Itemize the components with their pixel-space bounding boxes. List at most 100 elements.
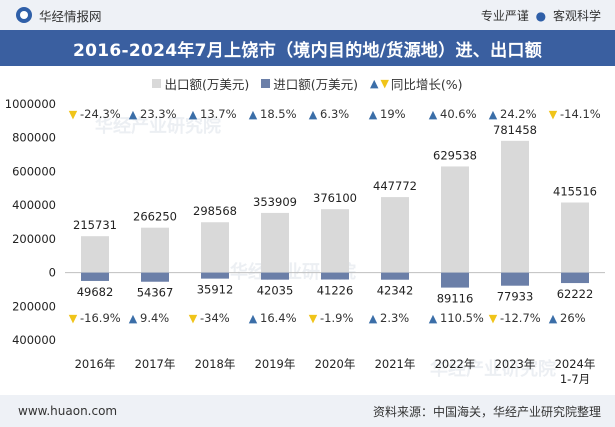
growth-down-triangle: ▼ [309, 312, 318, 325]
export-bar [501, 140, 529, 273]
x-category-label: 2020年 [315, 357, 356, 371]
import-value-label: 54367 [137, 286, 174, 300]
import-value-label: 89116 [437, 292, 474, 306]
legend-import: 进口额(万美元) [261, 74, 358, 93]
export-growth-label: 23.3% [140, 107, 177, 121]
growth-down-triangle: ▼ [489, 312, 498, 325]
export-growth-label: -24.3% [80, 107, 121, 121]
import-value-label: 35912 [197, 283, 234, 297]
growth-up-triangle: ▲ [249, 312, 258, 325]
x-category-label: 2016年 [75, 357, 116, 371]
export-growth-label: 40.6% [440, 107, 477, 121]
import-bar [201, 272, 229, 279]
footer-source: 资料来源：中国海关，华经产业研究院整理 [372, 404, 601, 419]
y-tick-label: 600000 [12, 164, 56, 178]
growth-up-triangle: ▲ [429, 312, 438, 325]
export-value-label: 298568 [193, 204, 237, 218]
import-growth-label: 9.4% [140, 311, 169, 325]
import-value-label: 62222 [557, 287, 594, 301]
import-value-label: 49682 [77, 285, 114, 299]
export-bar [321, 209, 349, 273]
export-growth-label: 18.5% [260, 107, 297, 121]
import-bar [441, 272, 469, 288]
chart-title: 2016-2024年7月上饶市（境内目的地/货源地）进、出口额 [72, 40, 543, 61]
legend-growth: ▲ ▼ 同比增长(%) [370, 74, 463, 93]
export-bar [141, 227, 169, 273]
export-value-label: 781458 [493, 123, 537, 137]
x-category-label: 2021年 [375, 357, 416, 371]
export-bar [381, 197, 409, 273]
y-tick-label: 800000 [12, 131, 56, 145]
growth-down-triangle: ▼ [69, 108, 78, 121]
legend-export: 出口额(万美元) [152, 74, 249, 93]
export-bar [81, 236, 109, 273]
import-growth-label: -16.9% [80, 311, 121, 325]
x-category-label: 2024年 [555, 357, 596, 371]
watermark: 华经产业研究院 [430, 359, 556, 380]
export-growth-label: -14.1% [560, 107, 601, 121]
export-bar [261, 212, 289, 273]
y-tick-label: 0 [49, 266, 56, 280]
import-value-label: 42342 [377, 284, 414, 298]
import-bar [141, 272, 169, 282]
export-growth-label: 6.3% [320, 107, 349, 121]
growth-up-triangle: ▲ [129, 312, 138, 325]
export-value-label: 629538 [433, 148, 477, 162]
import-bar [261, 272, 289, 280]
x-category-label: 2023年 [495, 357, 536, 371]
import-growth-label: 16.4% [260, 311, 297, 325]
export-bar [561, 202, 589, 273]
x-category-label: 2018年 [195, 357, 236, 371]
legend-export-swatch [152, 78, 162, 88]
export-value-label: 447772 [373, 179, 417, 193]
growth-up-triangle: ▲ [429, 108, 438, 121]
x-category-label: 2019年 [255, 357, 296, 371]
legend-growth-triangle-down-icon: ▼ [380, 76, 389, 90]
tagline-dot-icon: ● [535, 8, 547, 23]
brand-name: 华经情报网 [39, 8, 102, 24]
growth-up-triangle: ▲ [189, 108, 198, 121]
tagline: 专业严谨 ● 客观科学 [481, 7, 601, 24]
export-value-label: 415516 [553, 185, 597, 199]
growth-down-triangle: ▼ [189, 312, 198, 325]
export-value-label: 215731 [73, 218, 117, 232]
growth-up-triangle: ▲ [249, 108, 258, 121]
y-tick-label: 200000 [12, 299, 56, 313]
x-category-label: 2017年 [135, 357, 176, 371]
legend-export-label: 出口额(万美元) [164, 76, 250, 92]
growth-up-triangle: ▲ [309, 108, 318, 121]
x-category-label: 2022年 [435, 357, 476, 371]
chart-legend: 出口额(万美元) 进口额(万美元) ▲ ▼ 同比增长(%) [0, 74, 615, 92]
export-bar [201, 222, 229, 273]
brand: 华经情报网 [16, 6, 102, 25]
import-growth-label: -12.7% [500, 311, 541, 325]
import-bar [81, 272, 109, 281]
footer-website: www.huaon.com [18, 404, 118, 418]
footer: www.huaon.com 资料来源：中国海关，华经产业研究院整理 [0, 395, 615, 427]
legend-import-swatch [261, 78, 271, 88]
import-bar [321, 272, 349, 280]
growth-down-triangle: ▼ [69, 312, 78, 325]
export-growth-label: 24.2% [500, 107, 537, 121]
import-growth-label: -34% [200, 311, 230, 325]
brand-logo-icon [16, 7, 32, 23]
y-tick-label: 400000 [12, 333, 56, 347]
tagline-right: 客观科学 [552, 8, 601, 23]
growth-down-triangle: ▼ [549, 108, 558, 121]
growth-up-triangle: ▲ [369, 312, 378, 325]
growth-up-triangle: ▲ [369, 108, 378, 121]
watermark: 华经产业研究院 [95, 116, 221, 137]
top-bar: 华经情报网 专业严谨 ● 客观科学 [0, 0, 615, 30]
import-growth-label: 2.3% [380, 311, 409, 325]
import-bar [501, 272, 529, 286]
export-growth-label: 19% [380, 107, 406, 121]
growth-up-triangle: ▲ [129, 108, 138, 121]
chart-title-bar: 2016-2024年7月上饶市（境内目的地/货源地）进、出口额 [0, 30, 615, 66]
import-bar [561, 272, 589, 284]
import-growth-label: 26% [560, 311, 586, 325]
legend-growth-triangle-icon: ▲ [369, 76, 379, 90]
growth-up-triangle: ▲ [549, 312, 558, 325]
export-value-label: 353909 [253, 195, 297, 209]
tagline-left: 专业严谨 [480, 8, 529, 23]
